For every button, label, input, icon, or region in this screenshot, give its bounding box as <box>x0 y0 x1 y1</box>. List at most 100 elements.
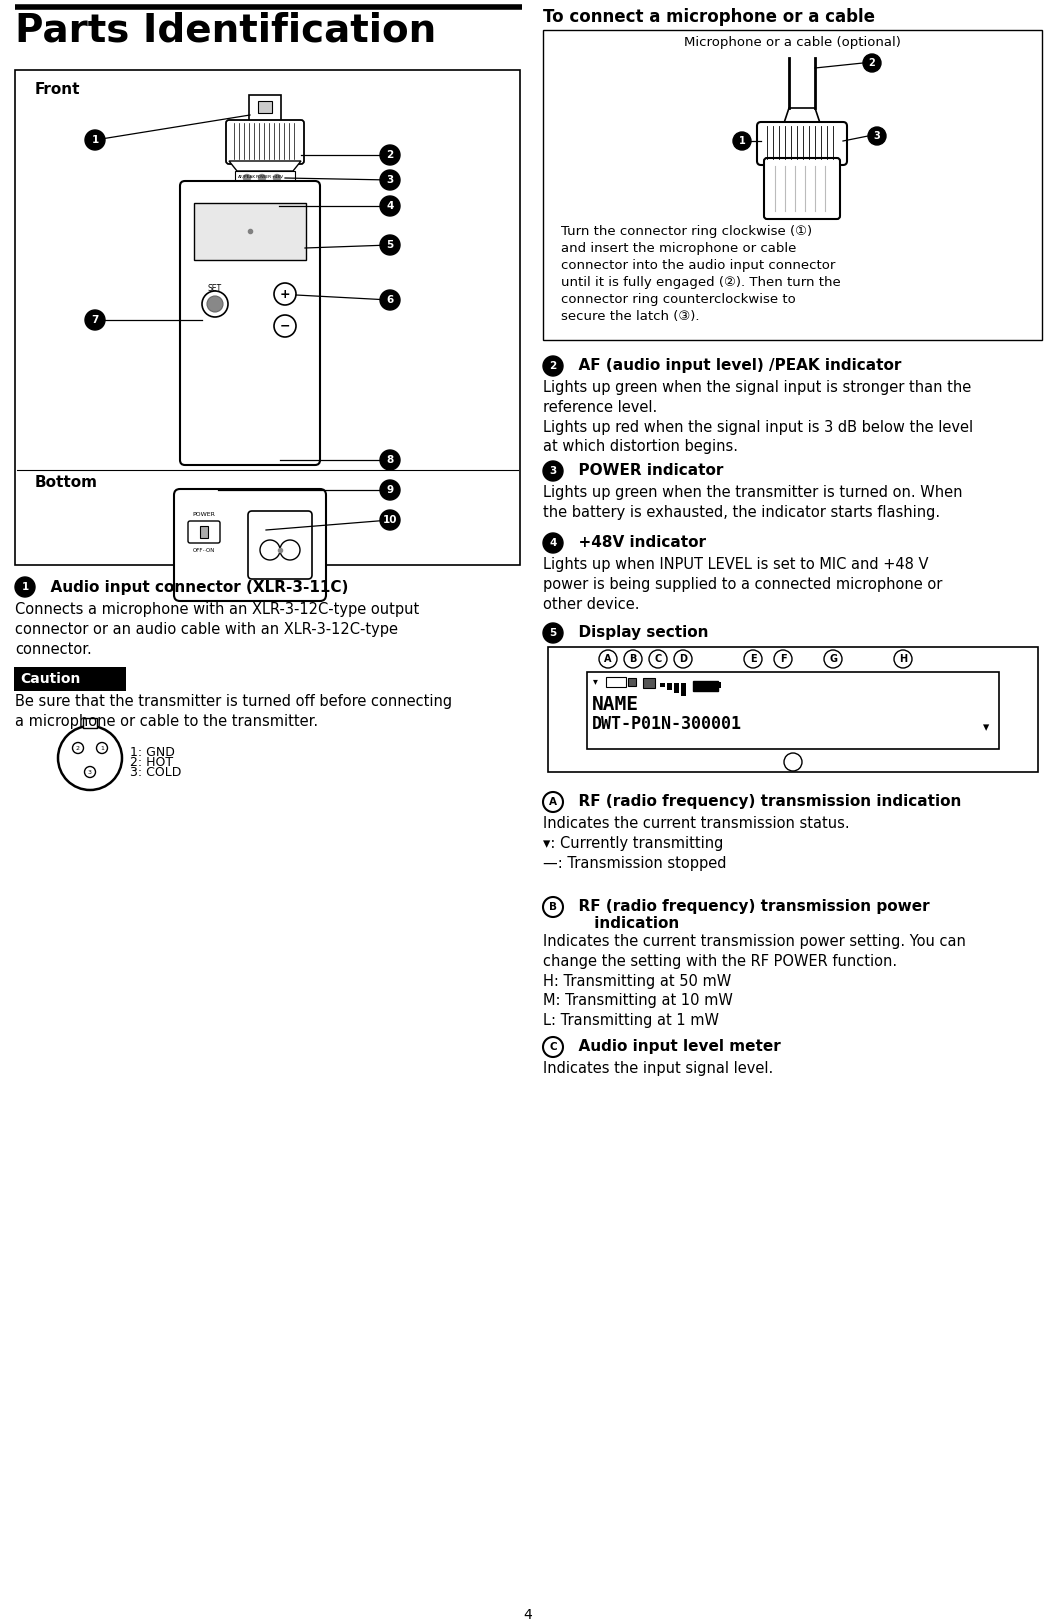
Circle shape <box>381 450 400 471</box>
Text: 4: 4 <box>386 201 393 211</box>
Circle shape <box>381 480 400 500</box>
FancyBboxPatch shape <box>248 511 312 579</box>
Bar <box>674 683 679 693</box>
FancyBboxPatch shape <box>174 489 326 601</box>
Text: 3: 3 <box>874 131 880 141</box>
Text: 7: 7 <box>91 315 98 325</box>
Text: Front: Front <box>35 83 80 97</box>
FancyBboxPatch shape <box>226 120 304 164</box>
Text: Parts Identification: Parts Identification <box>15 11 437 50</box>
Circle shape <box>784 753 802 771</box>
FancyBboxPatch shape <box>258 101 272 114</box>
Text: Lights up when INPUT LEVEL is set to MIC and +48 V
power is being supplied to a : Lights up when INPUT LEVEL is set to MIC… <box>543 557 943 612</box>
Circle shape <box>774 649 792 669</box>
FancyBboxPatch shape <box>194 203 305 260</box>
Text: 2: 2 <box>550 360 557 372</box>
Text: 2: 2 <box>76 745 80 750</box>
Circle shape <box>73 742 84 753</box>
Circle shape <box>260 540 280 560</box>
Text: Audio input level meter: Audio input level meter <box>568 1039 781 1053</box>
Text: POWER: POWER <box>192 513 216 518</box>
Text: Caution: Caution <box>20 672 80 687</box>
Circle shape <box>863 54 880 71</box>
Text: 1: 1 <box>21 583 29 592</box>
Circle shape <box>85 130 105 149</box>
Circle shape <box>381 144 400 166</box>
Text: 6: 6 <box>387 295 393 305</box>
Circle shape <box>381 196 400 216</box>
Bar <box>667 683 672 690</box>
Text: DWT-P01N-300001: DWT-P01N-300001 <box>592 716 742 734</box>
FancyBboxPatch shape <box>249 96 281 123</box>
Text: 3: 3 <box>88 769 92 774</box>
Text: Turn the connector ring clockwise (①): Turn the connector ring clockwise (①) <box>561 226 812 239</box>
Text: Indicates the current transmission power setting. You can
change the setting wit: Indicates the current transmission power… <box>543 933 966 1029</box>
Text: AF (audio input level) /PEAK indicator: AF (audio input level) /PEAK indicator <box>568 359 902 373</box>
Circle shape <box>543 1037 563 1057</box>
Circle shape <box>381 510 400 531</box>
Text: secure the latch (③).: secure the latch (③). <box>561 310 700 323</box>
Text: 1: GND: 1: GND <box>130 745 174 758</box>
FancyBboxPatch shape <box>15 70 520 565</box>
Circle shape <box>207 295 223 312</box>
Text: +48V indicator: +48V indicator <box>568 536 706 550</box>
Bar <box>200 526 208 537</box>
Text: G: G <box>829 654 837 664</box>
Circle shape <box>868 127 886 144</box>
Text: Indicates the current transmission status.
▾: Currently transmitting
—: Transmis: Indicates the current transmission statu… <box>543 816 850 870</box>
FancyBboxPatch shape <box>587 672 999 748</box>
Text: 1: 1 <box>100 745 104 750</box>
Circle shape <box>543 623 563 643</box>
Circle shape <box>894 649 912 669</box>
Text: Microphone or a cable (optional): Microphone or a cable (optional) <box>684 36 901 49</box>
Text: RF (radio frequency) transmission indication: RF (radio frequency) transmission indica… <box>568 794 962 808</box>
Bar <box>718 682 721 688</box>
Bar <box>643 678 655 688</box>
Circle shape <box>381 170 400 190</box>
FancyBboxPatch shape <box>757 122 847 166</box>
Text: connector ring counterclockwise to: connector ring counterclockwise to <box>561 294 796 307</box>
Circle shape <box>824 649 842 669</box>
Text: B: B <box>549 902 557 912</box>
Text: D: D <box>679 654 687 664</box>
Text: +: + <box>280 287 291 300</box>
Circle shape <box>674 649 692 669</box>
Text: 1: 1 <box>739 136 745 146</box>
Circle shape <box>274 315 296 338</box>
Text: A: A <box>549 797 557 807</box>
Circle shape <box>259 175 265 182</box>
Circle shape <box>96 742 108 753</box>
Text: 8: 8 <box>387 454 393 466</box>
Bar <box>660 683 665 687</box>
Text: and insert the microphone or cable: and insert the microphone or cable <box>561 242 796 255</box>
Circle shape <box>85 766 95 777</box>
Text: 4: 4 <box>550 537 557 549</box>
Polygon shape <box>229 161 301 170</box>
Text: Bottom: Bottom <box>35 476 98 490</box>
Text: Display section: Display section <box>568 625 708 639</box>
Circle shape <box>599 649 617 669</box>
Text: F: F <box>780 654 786 664</box>
Text: 10: 10 <box>383 514 397 524</box>
Polygon shape <box>784 109 820 123</box>
Bar <box>84 717 97 729</box>
Circle shape <box>381 291 400 310</box>
Text: A: A <box>605 654 612 664</box>
Circle shape <box>543 355 563 377</box>
FancyBboxPatch shape <box>188 521 220 544</box>
Text: POWER indicator: POWER indicator <box>568 463 723 479</box>
Circle shape <box>744 649 762 669</box>
Bar <box>681 683 686 696</box>
Text: 2: 2 <box>869 58 875 68</box>
FancyBboxPatch shape <box>548 648 1038 773</box>
Text: OFF··ON: OFF··ON <box>192 549 216 553</box>
Text: Be sure that the transmitter is turned off before connecting
a microphone or cab: Be sure that the transmitter is turned o… <box>15 695 452 729</box>
Text: H: H <box>898 654 907 664</box>
Circle shape <box>85 310 105 329</box>
Text: 3: 3 <box>387 175 393 185</box>
FancyBboxPatch shape <box>764 157 840 219</box>
Text: E: E <box>749 654 757 664</box>
Circle shape <box>543 532 563 553</box>
Text: Audio input connector (XLR-3-11C): Audio input connector (XLR-3-11C) <box>40 579 349 596</box>
Text: 5: 5 <box>387 240 393 250</box>
